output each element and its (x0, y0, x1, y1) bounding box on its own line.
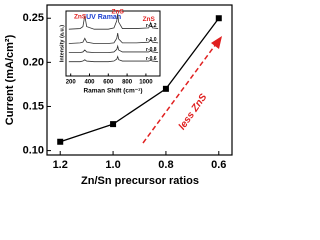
y-tick-label: 0.15 (23, 100, 44, 112)
inset-spectrum (68, 55, 159, 63)
inset-annotation: ZnS (112, 8, 125, 15)
data-point (110, 121, 117, 128)
inset-spectrum (68, 33, 159, 44)
inset-x-label: Raman Shift (cm⁻¹) (83, 88, 142, 95)
x-axis-label: Zn/Sn precursor ratios (81, 175, 199, 187)
inset-series-label: r-0.6 (146, 56, 157, 62)
inset-x-tick-label: 600 (103, 80, 114, 86)
data-point (162, 85, 169, 92)
y-axis-label: Current (mA/cm²) (4, 34, 16, 125)
y-tick-label: 0.20 (23, 56, 44, 68)
x-tick-label: 0.8 (158, 159, 173, 171)
inset-x-tick-label: 1000 (139, 80, 153, 86)
inset-annotation: ZnS (143, 16, 156, 23)
inset-title: UV Raman (86, 14, 121, 21)
inset-series-label: r-1.0 (146, 37, 157, 43)
annotation: less ZnS (177, 92, 210, 132)
chart: Zn/Sn precursor ratios Current (mA/cm²) … (4, 4, 233, 187)
inset-x-tick-label: 200 (66, 80, 77, 86)
y-tick-label: 0.25 (23, 12, 44, 24)
plot-frame (46, 4, 233, 156)
data-point (57, 138, 64, 145)
y-tick-label: 0.10 (23, 144, 44, 156)
arrow-head (211, 36, 222, 49)
inset-frame (65, 10, 161, 77)
inset-annotation: ZnS (74, 14, 87, 21)
data-point (215, 15, 222, 22)
x-tick-label: 0.6 (211, 159, 226, 171)
x-tick-label: 1.2 (53, 159, 68, 171)
x-tick-label: 1.0 (105, 159, 120, 171)
inset-y-label: Intensity (a.u.) (59, 25, 65, 62)
data-line (60, 17, 220, 143)
trend-arrow (142, 43, 217, 144)
inset-spectrum (68, 13, 159, 30)
inset-x-tick-label: 800 (122, 80, 133, 86)
inset-series-label: r-1.2 (146, 23, 157, 29)
inset-spectrum (68, 44, 159, 53)
inset-series-label: r-0.8 (146, 47, 157, 53)
inset-x-tick-label: 400 (84, 80, 95, 86)
